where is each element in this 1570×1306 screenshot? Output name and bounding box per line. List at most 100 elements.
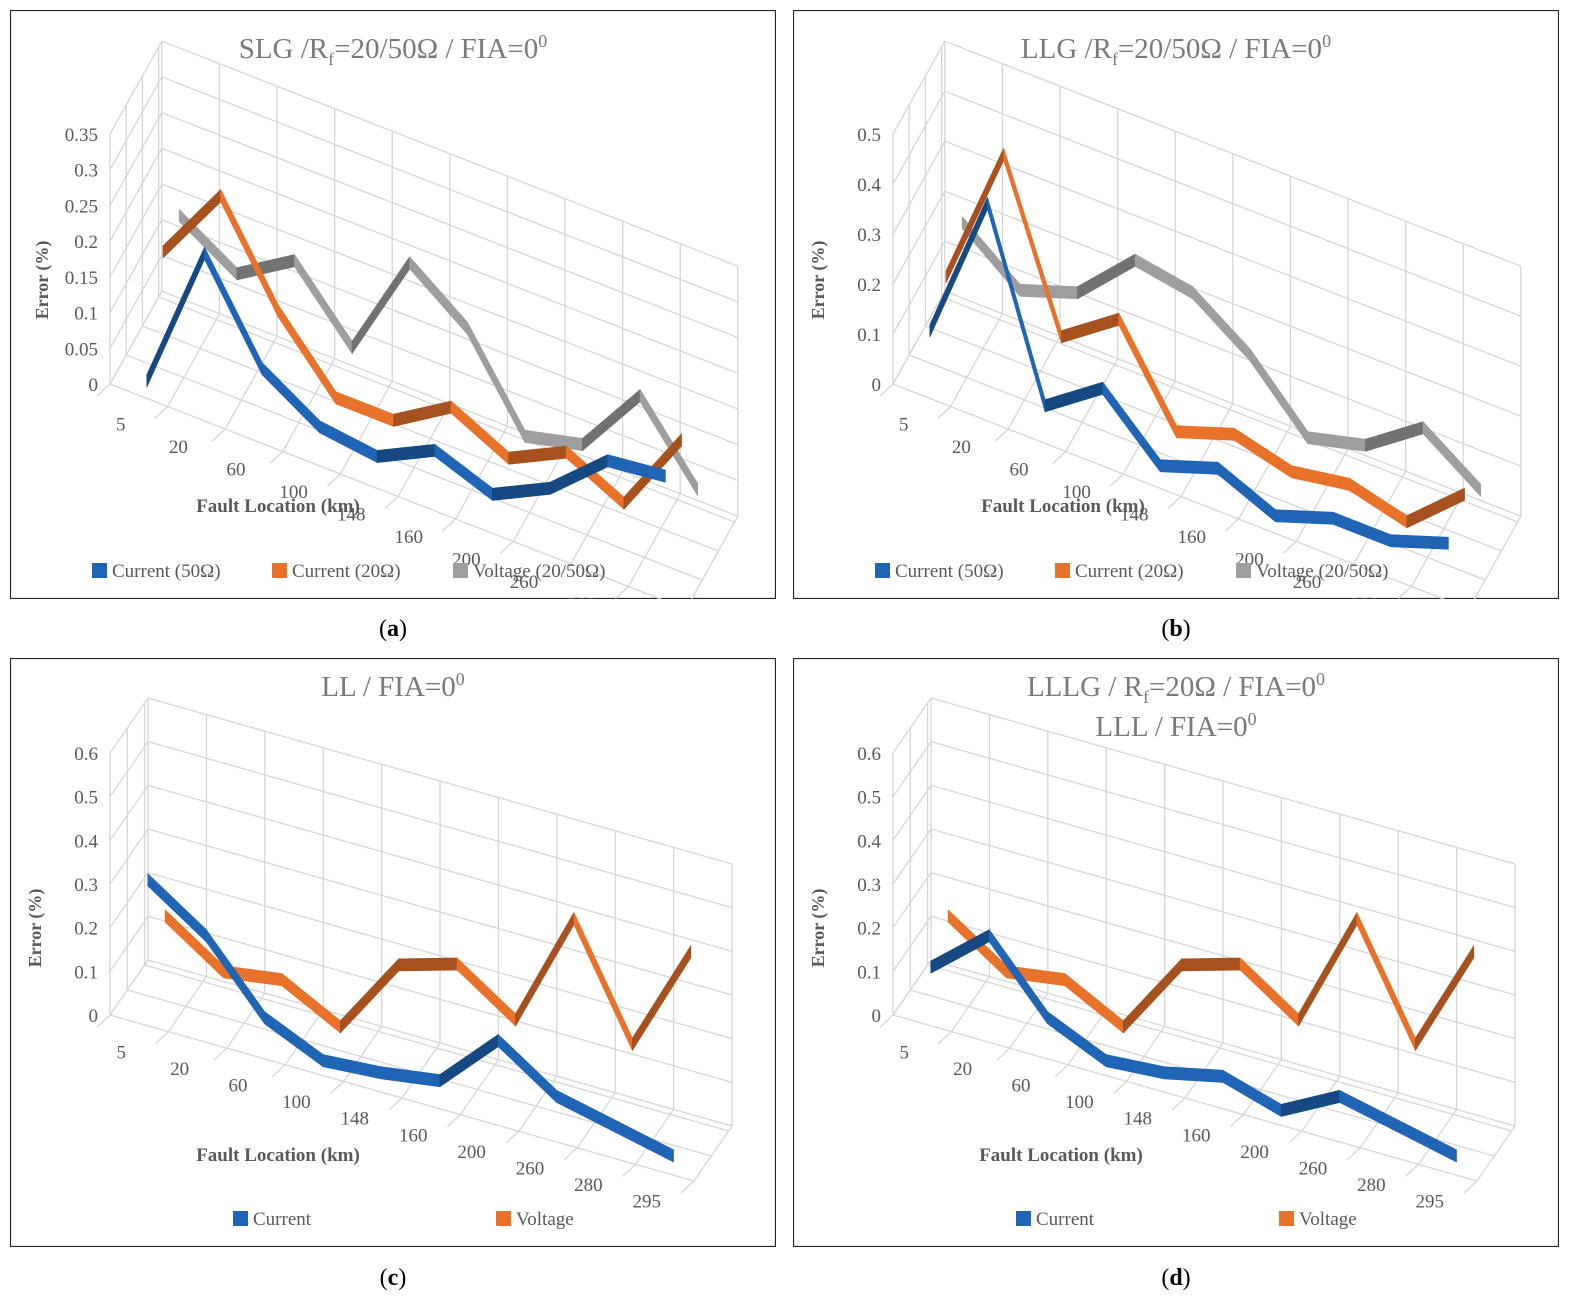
chart-b-floor-depth-8 [1353, 470, 1407, 565]
chart-a-floor-depth-1 [167, 313, 221, 407]
chart-c-ytick-label: 0.3 [74, 875, 98, 896]
chart-c-ytick-label: 0.2 [74, 919, 98, 940]
chart-c-xtick-label: 200 [457, 1142, 486, 1163]
chart-a-xtick-mark-0 [96, 383, 111, 397]
chart-c-xtick-label: 5 [116, 1042, 126, 1063]
chart-b-svg: LLG /Rf=20/50Ω / FIA=0000.10.20.30.40.55… [793, 10, 1559, 599]
chart-a-title-part-2: =20/50Ω / FIA=0 [334, 33, 538, 65]
chart-c-xtick-mark-4 [330, 1080, 345, 1094]
chart-a-series-2 [178, 209, 699, 496]
chart-c-floor-depth-1 [167, 976, 207, 1032]
chart-a-svg: SLG /Rf=20/50Ω / FIA=0000.050.10.150.20.… [10, 10, 776, 599]
chart-c-xtick-mark-1 [154, 1031, 169, 1045]
chart-b-ytick-label: 0.4 [857, 175, 881, 196]
chart-c-floor-depth-2 [226, 992, 266, 1049]
chart-c-xtick-mark-3 [271, 1064, 286, 1078]
chart-c-legend-label-0: Current [253, 1209, 312, 1230]
chart-a-floor-depth-4 [339, 380, 393, 475]
chart-b-xtick-mark-6 [1225, 518, 1240, 532]
chart-b-xtick-mark-3 [1052, 451, 1067, 464]
chart-d-ytick-label: 0.2 [857, 919, 881, 940]
chart-d-legend-label-0: Current [1036, 1209, 1095, 1230]
chart-a-ylabel: Error (%) [32, 241, 53, 320]
chart-d-xtick-label: 100 [1065, 1092, 1094, 1113]
chart-c-floor-depth-9 [635, 1109, 675, 1165]
chart-a-legend-swatch-0 [92, 563, 107, 578]
chart-a-floor-depth-9 [627, 493, 681, 587]
chart-d-ytick-label: 0 [872, 1006, 882, 1027]
chart-d-legend-swatch-0 [1016, 1211, 1031, 1226]
chart-d-xtick-mark-8 [1346, 1147, 1361, 1161]
chart-c-ytick-label: 0.6 [74, 744, 98, 765]
chart-b-legend-swatch-0 [875, 563, 890, 578]
chart-b-series-2-segment [1422, 421, 1482, 497]
chart-b-xtick-label: 20 [952, 437, 971, 458]
chart-d-title-line2-part-0: LLL / FIA=0 [1095, 711, 1247, 743]
chart-b-title: LLG /Rf=20/50Ω / FIA=00 [1021, 31, 1331, 69]
chart-b-floor-depth-10 [1473, 515, 1522, 599]
chart-a-xtick-mark-7 [499, 541, 514, 554]
chart-c-floor-depth-10 [693, 1125, 733, 1182]
chart-a-xlabel: Fault Location (km) [196, 496, 360, 517]
chart-b-xtick-mark-2 [994, 428, 1009, 442]
chart-a-ytick-label: 0 [89, 375, 99, 396]
chart-d-ytick-label: 0.5 [857, 788, 881, 809]
chart-d-xtick-mark-4 [1113, 1080, 1128, 1094]
chart-b-series-1 [945, 147, 1465, 529]
chart-d-xtick-label: 260 [1299, 1159, 1328, 1180]
chart-a-legend-label-0: Current (50Ω) [112, 561, 221, 582]
chart-b-xtick-label: 148 [1120, 504, 1149, 525]
chart-a-series-1 [162, 189, 682, 510]
chart-b-xtick-mark-8 [1340, 563, 1355, 577]
chart-a-floor-depth-2 [224, 335, 278, 430]
chart-a-ytick-label: 0.3 [74, 161, 98, 182]
chart-b-floor-depth-7 [1295, 448, 1349, 542]
chart-c-series-0 [147, 873, 674, 1163]
chart-d-ytick-label: 0.3 [857, 875, 881, 896]
chart-d-series-0 [930, 929, 1457, 1163]
chart-c-xtick-label: 160 [399, 1125, 428, 1146]
chart-a-xtick-label: 60 [227, 459, 246, 480]
chart-b-legend: Current (50Ω) Current (20Ω) Voltage (20/50… [875, 561, 1389, 582]
chart-d-xtick-mark-7 [1288, 1130, 1303, 1144]
chart-c-xtick-mark-7 [505, 1130, 520, 1144]
chart-panel-c: LL / FIA=00 0 0.1 0.2 0.3 0.4 0.5 0.6 5 20 60 100 14… [10, 658, 776, 1247]
chart-b-title-part-1: f [1112, 49, 1118, 69]
chart-b-ylabel: Error (%) [808, 241, 829, 320]
chart-c-xtick-label: 60 [229, 1076, 248, 1097]
chart-d-title-part-2: =20Ω / FIA=0 [1149, 671, 1316, 703]
chart-d-xtick-label: 280 [1357, 1175, 1386, 1196]
chart-d-gridlines [879, 697, 1516, 1194]
chart-b-xtick-label: 160 [1178, 527, 1207, 548]
chart-c-title: LL / FIA=00 [321, 669, 465, 703]
chart-b-floor-depth-0 [892, 290, 946, 385]
chart-b-ytick-label: 0.2 [857, 275, 881, 296]
chart-b-series-1-segment [1406, 487, 1465, 529]
chart-d-floor-depth-2 [1009, 992, 1049, 1049]
chart-a-xtick-label: 20 [169, 437, 188, 458]
chart-c-series-1 [164, 909, 692, 1051]
chart-c-floor-row-2 [144, 964, 729, 1132]
chart-b-xtick-mark-7 [1282, 541, 1297, 554]
chart-a-xtick-label: 148 [337, 504, 366, 525]
chart-a-legend-swatch-1 [272, 563, 287, 578]
chart-a-legend: Current (50Ω) Current (20Ω) Voltage (20/50… [92, 561, 606, 582]
chart-b-ytick-label: 0.5 [857, 125, 881, 146]
chart-a-border [10, 10, 776, 599]
chart-a-xtick-mark-9 [614, 586, 629, 599]
chart-a-ytick-label: 0.05 [65, 339, 98, 360]
chart-d-title: LLLG / Rf=20Ω / FIA=00 [1027, 669, 1325, 707]
chart-c-series-1-segment [398, 957, 458, 972]
chart-a-title-part-1: f [328, 49, 334, 69]
chart-d-legend-swatch-1 [1279, 1211, 1294, 1226]
chart-d-xtick-mark-1 [937, 1031, 952, 1045]
caption-b: (b) [1161, 616, 1191, 642]
chart-c-ylabel: Error (%) [25, 889, 46, 968]
chart-a-ytick-label: 0.15 [65, 268, 98, 289]
chart-c-xtick-label: 100 [282, 1092, 311, 1113]
chart-d-xtick-label: 5 [899, 1042, 909, 1063]
chart-c-xtick-mark-9 [622, 1163, 637, 1177]
chart-b-floor-depth-2 [1007, 335, 1061, 430]
chart-a-xtick-label: 160 [395, 527, 424, 548]
chart-b-legend-label-2: Voltage (20/50Ω) [1256, 561, 1389, 582]
